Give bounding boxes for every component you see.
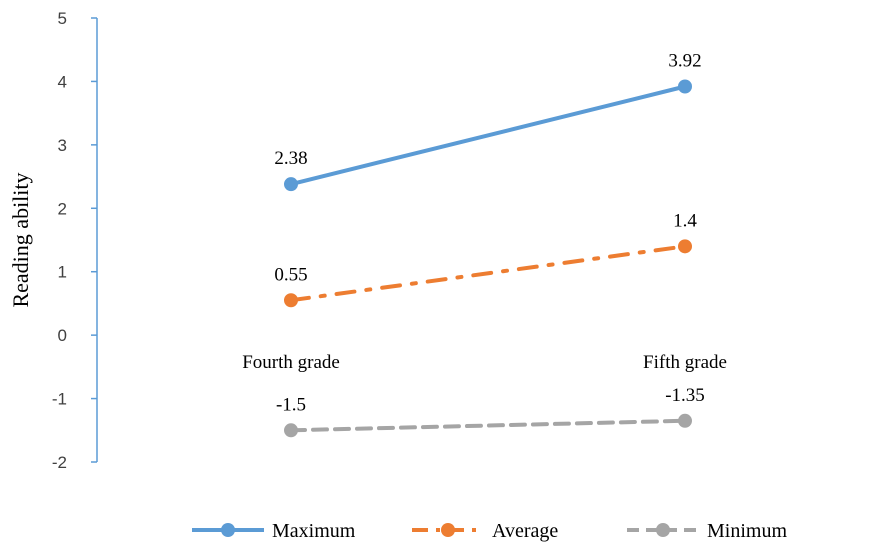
data-point-average [284,293,298,308]
y-tick-label: 0 [58,326,67,345]
y-ticks: 5 4 3 2 1 0 -1 -2 [52,9,97,472]
y-tick-label: 2 [58,199,67,218]
data-label-minimum: -1.5 [276,394,306,415]
data-point-maximum [678,79,692,94]
data-label-maximum: 3.92 [668,51,701,72]
y-tick-label: 5 [58,9,67,28]
series-group [284,79,692,438]
legend-label-maximum: Maximum [272,520,356,542]
y-axis-title: Reading ability [8,172,33,307]
category-label: Fourth grade [242,352,340,373]
data-label-average: 1.4 [673,210,697,231]
legend-label-minimum: Minimum [707,520,787,542]
category-label: Fifth grade [643,352,727,373]
series-line-maximum [289,84,687,187]
legend: Maximum Average Minimum [192,520,787,542]
y-tick-label: 4 [58,72,67,91]
data-point-minimum [678,413,692,428]
legend-swatch-marker [441,523,455,537]
legend-label-average: Average [492,520,558,542]
data-point-maximum [284,177,298,192]
data-label-minimum: -1.35 [665,385,705,406]
data-point-average [678,239,692,254]
category-labels: Fourth grade Fifth grade [242,352,727,373]
series-line-average [289,244,687,303]
legend-swatch-marker [221,523,235,537]
data-point-minimum [284,423,298,438]
legend-swatch-marker [656,523,670,537]
series-line-minimum [289,418,687,433]
data-label-maximum: 2.38 [274,148,307,169]
data-label-average: 0.55 [274,264,307,285]
y-tick-label: -1 [52,390,67,409]
y-tick-label: 3 [58,136,67,155]
y-tick-label: -2 [52,453,67,472]
data-labels: 2.38 3.92 0.55 1.4 -1.5 -1.35 [274,51,704,416]
y-tick-label: 1 [58,263,67,282]
